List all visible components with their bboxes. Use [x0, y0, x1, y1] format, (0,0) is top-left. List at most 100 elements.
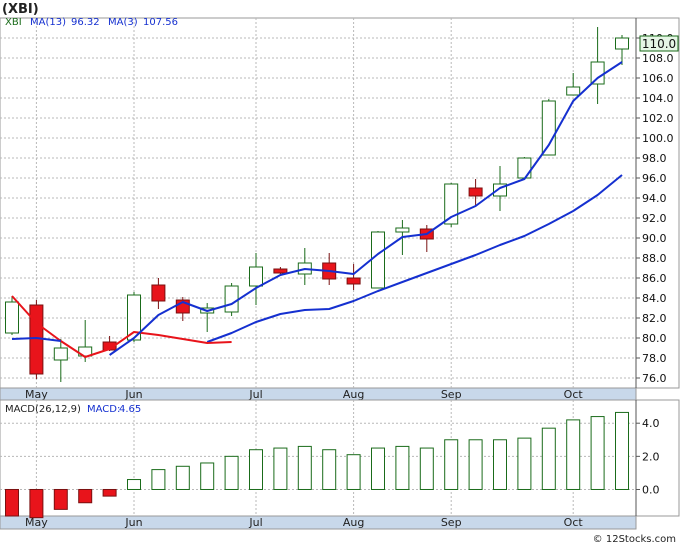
macd-bar [346, 454, 361, 490]
macd-x-tick-label: Aug [343, 516, 364, 529]
macd-legend-key: MACD: [87, 404, 120, 415]
macd-bar [200, 462, 215, 490]
price-x-tick-label: Jun [124, 388, 142, 401]
macd-bar [224, 455, 239, 490]
macd-x-tick-label: Jul [248, 516, 262, 529]
price-y-tick-label: 104.0 [642, 92, 674, 105]
macd-bar [78, 488, 93, 504]
macd-bar [151, 469, 166, 490]
macd-legend-label: MACD(26,12,9) [5, 404, 81, 415]
macd-y-axis: 0.0 2.0 4.0 [635, 400, 660, 516]
candle-body [541, 100, 556, 156]
price-y-tick-label: 86.0 [642, 272, 667, 285]
macd-bar [297, 445, 312, 490]
up-candle [249, 253, 263, 305]
price-y-tick-label: 80.0 [642, 332, 667, 345]
price-y-tick-label: 92.0 [642, 212, 667, 225]
macd-bar [419, 447, 434, 490]
legend-ma3-label: MA(3) [108, 17, 138, 28]
price-x-tick-label: Aug [343, 388, 364, 401]
price-legend: (XBI) XBI MA(13) 96.32 MA(3) 107.56 [2, 2, 178, 28]
price-y-tick-label: 78.0 [642, 352, 667, 365]
candle-body [566, 86, 581, 96]
up-candle [615, 35, 629, 65]
macd-legend: MACD(26,12,9) MACD: 4.65 [5, 404, 141, 415]
price-y-tick-label: 90.0 [642, 232, 667, 245]
macd-bar [102, 488, 117, 497]
macd-panel-frame [0, 399, 680, 517]
down-candle [346, 264, 361, 290]
up-candle [590, 27, 605, 104]
price-y-tick-label: 102.0 [642, 112, 674, 125]
moving-average-lines [11, 61, 623, 358]
macd-bar [468, 439, 483, 490]
macd-bar [541, 427, 556, 490]
ma3-line [109, 61, 623, 356]
macd-x-tick-label: Sep [441, 516, 462, 529]
price-y-tick-label: 96.0 [642, 172, 667, 185]
price-y-axis: 76.0 78.0 80.0 82.0 84.0 86.0 88.0 90.0 92.0 94.0… [635, 18, 674, 388]
price-y-tick-label: 106.0 [642, 72, 674, 85]
price-y-tick-label: 82.0 [642, 312, 667, 325]
candle-body [249, 266, 263, 287]
macd-bar [273, 447, 288, 490]
candle-body [371, 231, 385, 289]
macd-x-tick-label: Oct [564, 516, 584, 529]
up-candle [444, 183, 459, 227]
up-candle [371, 231, 385, 289]
up-candle [5, 296, 19, 335]
macd-bar [175, 465, 190, 490]
candle-body [151, 284, 166, 302]
candle-body [615, 37, 629, 50]
price-x-tick-label: Oct [564, 388, 584, 401]
up-candle [566, 73, 581, 96]
candle-body [5, 301, 19, 334]
price-x-tick-label: Jul [248, 388, 262, 401]
macd-bar [5, 488, 19, 517]
macd-bars [5, 411, 629, 519]
ma13-line [206, 174, 623, 343]
candle-body [517, 157, 532, 179]
last-price-label: 110.0 [642, 37, 676, 51]
macd-y-tick-label: 4.0 [642, 417, 660, 430]
chart-title: (XBI) [2, 2, 39, 17]
macd-bar [29, 488, 44, 519]
price-x-tick-label: Sep [441, 388, 462, 401]
macd-bar [590, 416, 605, 490]
macd-bar [444, 439, 459, 490]
up-candle [224, 283, 239, 316]
macd-y-tick-label: 2.0 [642, 450, 660, 463]
macd-y-tick-label: 0.0 [642, 483, 660, 496]
candle-body [468, 187, 483, 197]
macd-bar [395, 445, 410, 490]
legend-ma13-label: MA(13) [30, 17, 66, 28]
down-candle [151, 278, 166, 309]
up-candle [53, 339, 68, 382]
legend-ma13-value: 96.32 [71, 17, 100, 28]
macd-bar [566, 419, 581, 490]
last-price-box [639, 35, 679, 52]
ma3-line [11, 295, 232, 358]
candle-body [224, 285, 239, 313]
up-candle [517, 157, 532, 179]
price-y-tick-label: 76.0 [642, 372, 667, 385]
candle-body [53, 347, 68, 361]
candle-body [127, 294, 141, 341]
macd-bar [127, 479, 141, 490]
macd-bar [615, 411, 629, 490]
price-x-tick-label: May [25, 388, 48, 401]
candle-body [395, 227, 410, 233]
legend-ma3-value: 107.56 [143, 17, 178, 28]
down-candle [468, 179, 483, 206]
ma3-line [11, 337, 61, 342]
macd-bar [249, 449, 263, 490]
candle-body [590, 61, 605, 85]
price-axis-band [0, 387, 637, 402]
price-y-tick-label: 98.0 [642, 152, 667, 165]
macd-bar [493, 439, 507, 490]
macd-bar [517, 437, 532, 490]
macd-legend-value: 4.65 [119, 404, 141, 415]
legend-symbol: XBI [5, 17, 22, 28]
